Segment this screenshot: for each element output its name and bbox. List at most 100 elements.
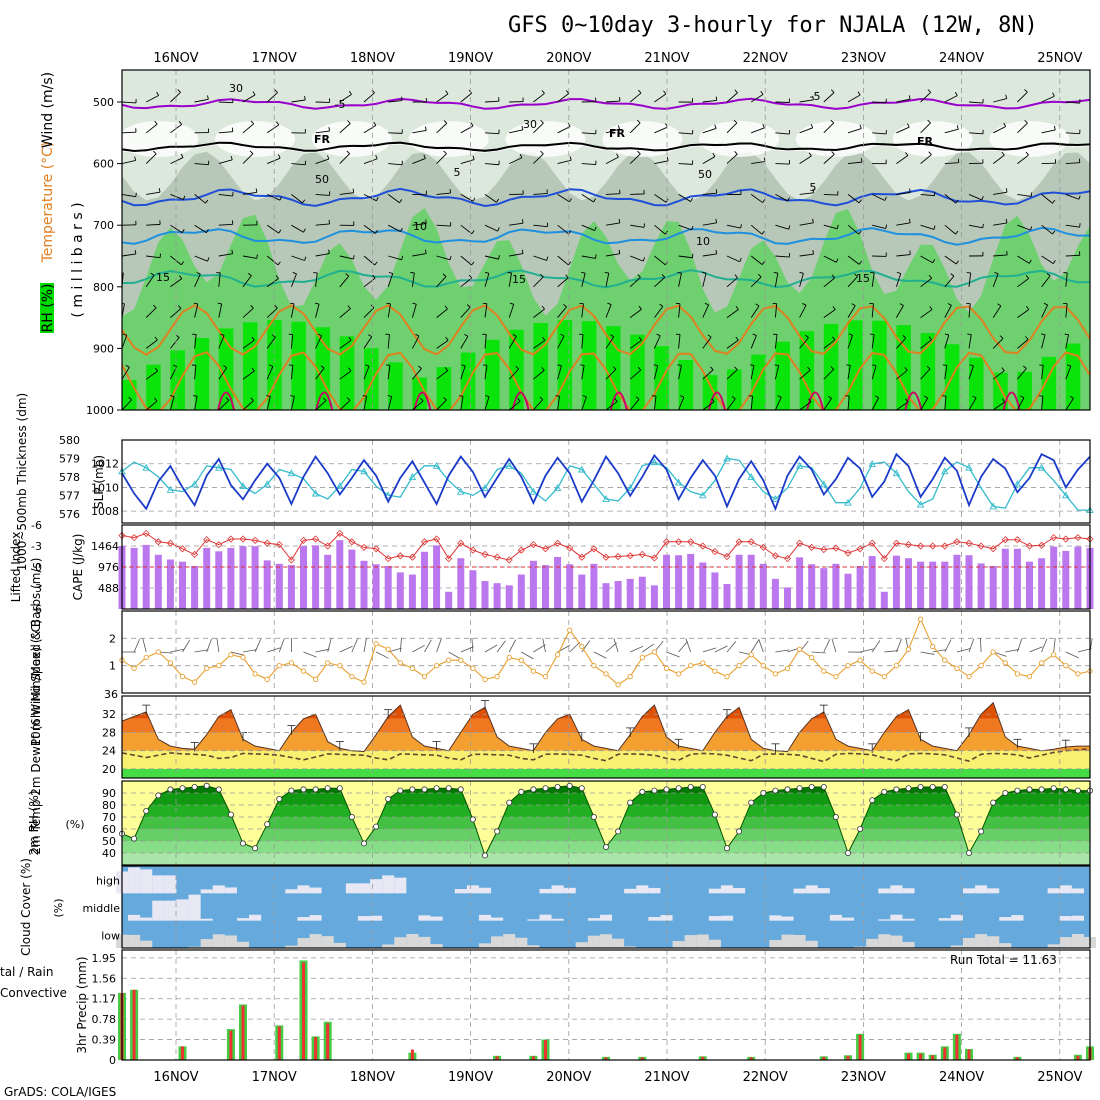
wind-barb-flag: [967, 333, 972, 336]
wind-barb: [436, 93, 449, 103]
wind-barb-flag: [317, 333, 322, 337]
wind-barb-flag: [472, 155, 475, 160]
cloud-high: [357, 883, 371, 894]
wind-barb: [290, 396, 295, 410]
cape-bar: [771, 578, 779, 609]
wind-barb: [122, 131, 137, 134]
wind-barb-flag: [292, 271, 297, 275]
cloud-low: [212, 934, 225, 948]
rh-dry-gap: [505, 120, 586, 157]
wind-barb-flag: [471, 230, 475, 234]
wind-barb: [847, 194, 860, 204]
wind10-marker: [772, 671, 779, 677]
cloud-low: [406, 934, 419, 948]
wind-barb: [799, 401, 812, 410]
wind10-marker: [179, 673, 186, 680]
wind-barb: [1017, 339, 1029, 349]
cloud-mid: [478, 914, 492, 921]
wind-barb: [774, 397, 782, 410]
wind-barb-flag: [808, 398, 812, 403]
wind-barb: [726, 122, 738, 134]
wind-barb: [436, 122, 448, 134]
cloud-high: [636, 885, 649, 894]
lifted-marker: [989, 545, 997, 553]
wind10-barb: [685, 638, 692, 653]
wind10-barb: [436, 638, 442, 653]
wind-barb: [605, 272, 610, 287]
wind-barb: [557, 194, 570, 203]
cape-bar: [590, 563, 598, 609]
rh2-marker: [481, 852, 488, 859]
dewpt-line: [122, 748, 1090, 763]
wind-barb-flag: [345, 273, 350, 277]
temp2m-tick: 28: [102, 726, 116, 739]
wind-barb-flag: [401, 96, 403, 101]
wind-barb: [436, 192, 451, 195]
rh2-marker: [699, 784, 706, 791]
wind-barb-flag: [444, 367, 449, 371]
wind-barb: [750, 365, 755, 380]
thickness-marker: [360, 467, 368, 475]
wind10-marker: [954, 665, 960, 672]
wind-barb: [1065, 254, 1080, 257]
wind-barb-flag: [802, 303, 807, 306]
wind-barb-flag: [352, 188, 355, 193]
lifted-marker: [360, 543, 368, 551]
cloud-ylabel: Cloud Cover (%): [19, 858, 33, 956]
wind10-barb: [327, 638, 332, 653]
wind-barb-flag: [932, 259, 936, 264]
wind-barb: [702, 222, 717, 226]
cloud-low: [128, 934, 141, 948]
wind10-barb: [1041, 638, 1048, 653]
wind-barb-flag: [846, 364, 851, 366]
wind-barb-flag: [172, 364, 177, 368]
wind-barb: [169, 396, 175, 410]
cape-bar: [300, 546, 307, 609]
cloud-high: [975, 885, 988, 894]
wind-barb-flag: [1041, 333, 1046, 336]
rh2-marker: [578, 785, 585, 792]
lifted-marker: [299, 536, 308, 544]
bottom-date-label: 24NOV: [939, 1070, 984, 1085]
cape-bar: [699, 562, 707, 609]
wind-barb-flag: [178, 121, 182, 125]
wind-barb-flag: [1043, 302, 1048, 306]
wind-barb-flag: [1024, 119, 1028, 124]
wind10-barb: [399, 638, 402, 653]
wind-barb-flag: [496, 198, 500, 203]
thickness-tick: 580: [59, 434, 80, 447]
wind-barb-flag: [831, 151, 835, 155]
rh2m-tick: 80: [102, 799, 116, 812]
wind-barb: [678, 132, 693, 135]
wind-barb: [484, 194, 497, 203]
wind-barb: [484, 273, 490, 287]
wind10-marker: [736, 663, 742, 669]
wind-barb: [750, 224, 763, 235]
top-date-label: 20NOV: [546, 51, 591, 66]
wind10-marker: [264, 676, 270, 682]
thickness-marker: [892, 469, 901, 477]
wind-barb-flag: [595, 254, 597, 259]
lifted-tick: 6: [35, 603, 42, 616]
contour-label: 15: [512, 273, 526, 286]
wind-barb-flag: [612, 366, 617, 370]
wind-barb-flag: [831, 274, 836, 279]
wind-barb-flag: [444, 305, 448, 310]
wind-barb-flag: [1066, 364, 1072, 367]
cloud-mid: [309, 915, 322, 921]
wind10-marker: [385, 646, 391, 652]
wind-barb: [194, 194, 206, 204]
wind-barb: [847, 305, 856, 318]
wind-barb: [993, 254, 1008, 257]
lifted-marker: [493, 553, 501, 561]
wind-barb: [218, 131, 233, 134]
cloud-high: [793, 888, 806, 894]
wind-barb: [678, 273, 682, 287]
wind-barb: [508, 368, 520, 380]
wind-barb-flag: [955, 230, 959, 235]
wind-barb: [823, 368, 835, 380]
lifted-marker: [227, 535, 235, 543]
rh2-marker: [820, 784, 827, 791]
cloud-mid: [1011, 915, 1024, 921]
